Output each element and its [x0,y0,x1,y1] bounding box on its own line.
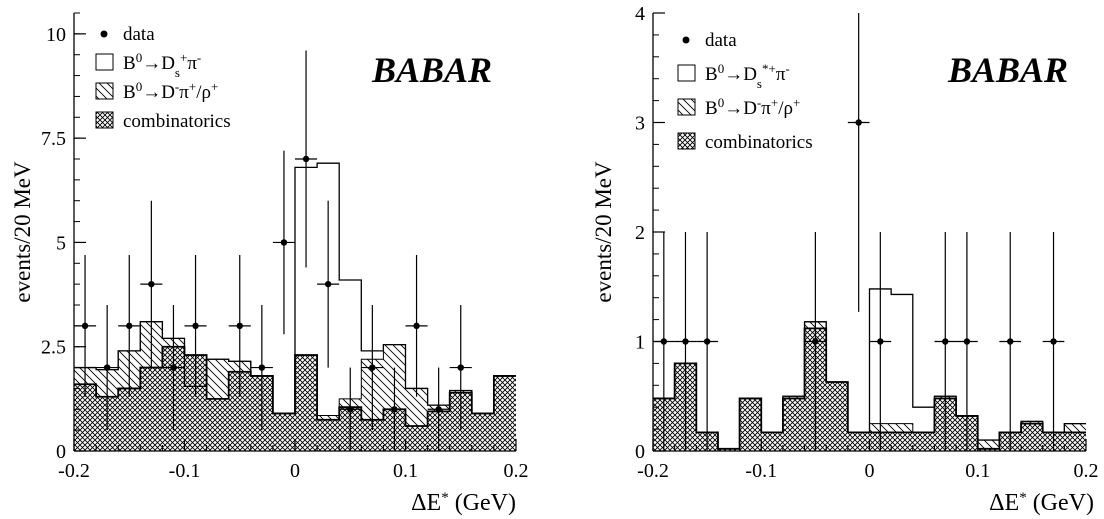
left-data-point [435,406,442,413]
right-legend-signal-swatch [677,64,696,82]
right-chart: 0 1 2 3 4 -0.2 -0.1 0 0.1 0.2 events/20 MeV ΔE* (… [591,3,1099,516]
right-x-tick-label: 0.1 [965,460,990,482]
right-data-point [703,338,711,345]
right-data-point [1007,338,1014,345]
left-legend-data-marker [100,30,108,38]
left-signal-outline [74,162,516,415]
left-data-point [280,239,288,246]
left-y-tick-label: 10 [46,24,66,46]
right-y-tick-label: 3 [635,113,645,135]
right-x-tick-label: -0.2 [637,460,669,482]
left-chart: 02.557.510-0.2 -0.1 0 0.1 0.2 events/20 MeV … [10,12,529,516]
right-y-tick-label: 0 [635,441,645,463]
right-babar-logo: BABAR [947,50,1068,90]
left-data-point [148,280,155,288]
left-legend-comb-label: combinatorics [123,111,231,132]
right-data-point [877,338,884,345]
left-x-tick-label: 0 [290,460,300,482]
left-x-tick-label: -0.2 [58,460,90,482]
left-babar-logo: BABAR [371,50,492,90]
left-data-point [324,280,332,288]
left-data-point [258,364,266,371]
right-legend-data-marker [682,36,690,44]
right-axes [652,12,1087,452]
left-data-point [170,364,177,371]
left-data-point [126,322,133,330]
right-x-tick-label: 0.2 [1074,460,1099,482]
left-data-point [236,322,243,330]
left-data-point [369,364,376,371]
right-data-point [963,338,971,345]
right-y-tick-label: 1 [635,332,645,354]
left-y-tick-label: 7.5 [41,128,66,150]
right-legend-signal-label: B0→Ds*+π- [705,61,790,91]
right-signal-outline [653,288,1086,450]
left-data-point [347,406,354,413]
right-y-tick-label: 4 [635,3,645,25]
left-y-tick-label: 5 [56,232,66,254]
left-y-tick-label: 0 [56,441,66,463]
left-legend-peaking-label: B0→D-π+/ρ+ [123,79,218,104]
left-legend-signal-label: B0→Ds+π- [123,50,201,80]
right-legend-comb-label: combinatorics [705,132,813,153]
left-x-tick-label: -0.1 [169,460,201,482]
left-data-point [103,364,111,371]
left-data-point [391,406,398,413]
left-data-point [81,322,89,330]
left-data-point [413,322,420,330]
right-x-tick-label: -0.1 [745,460,777,482]
right-data-point [682,338,689,345]
right-y-tick-label: 2 [635,222,645,244]
right-legend-data-label: data [705,30,737,51]
left-y-tick-label: 2.5 [41,337,66,359]
left-data-point [192,322,199,330]
right-y-axis-label: events/20 MeV [591,161,616,303]
left-x-tick-label: 0.2 [504,460,529,482]
left-y-axis-label: events/20 MeV [10,161,35,303]
left-data-points [74,50,472,451]
left-legend-data-label: data [123,24,155,45]
left-stack-outlines [74,162,516,427]
left-legend-comb-swatch [95,111,114,129]
right-legend: data B0→Ds*+π- B0→D-π+/ρ+ combinatorics [677,30,813,153]
left-tick-labels: 0 2.5 5 7.5 10 -0.2 -0.1 0 0.1 0.2 [41,24,529,482]
right-x-tick-label: 0 [865,460,875,482]
left-legend: data B0→Ds+π-B0→D-π+/ρ+ combinatorics [95,24,231,132]
left-data-point [457,364,464,371]
right-stack-outlines [653,288,1086,450]
left-x-tick-label: 0.1 [393,460,418,482]
left-x-axis-label: ΔE* (GeV) [411,490,516,516]
left-axes [73,12,517,452]
right-legend-peaking-swatch [677,98,696,116]
left-legend-signal-swatch [95,53,114,71]
right-data-point [1050,338,1057,345]
right-data-point [855,119,862,126]
right-x-axis-label: ΔE* (GeV) [989,490,1094,516]
right-legend-comb-swatch [677,132,696,150]
right-legend-peaking-label: B0→D-π+/ρ+ [705,95,800,120]
left-data-point [302,155,310,163]
left-legend-peaking-swatch [95,82,114,100]
right-data-point [942,338,949,345]
right-data-point [812,338,819,345]
right-tick-labels: 0 1 2 3 4 -0.2 -0.1 0 0.1 0.2 [635,3,1099,482]
